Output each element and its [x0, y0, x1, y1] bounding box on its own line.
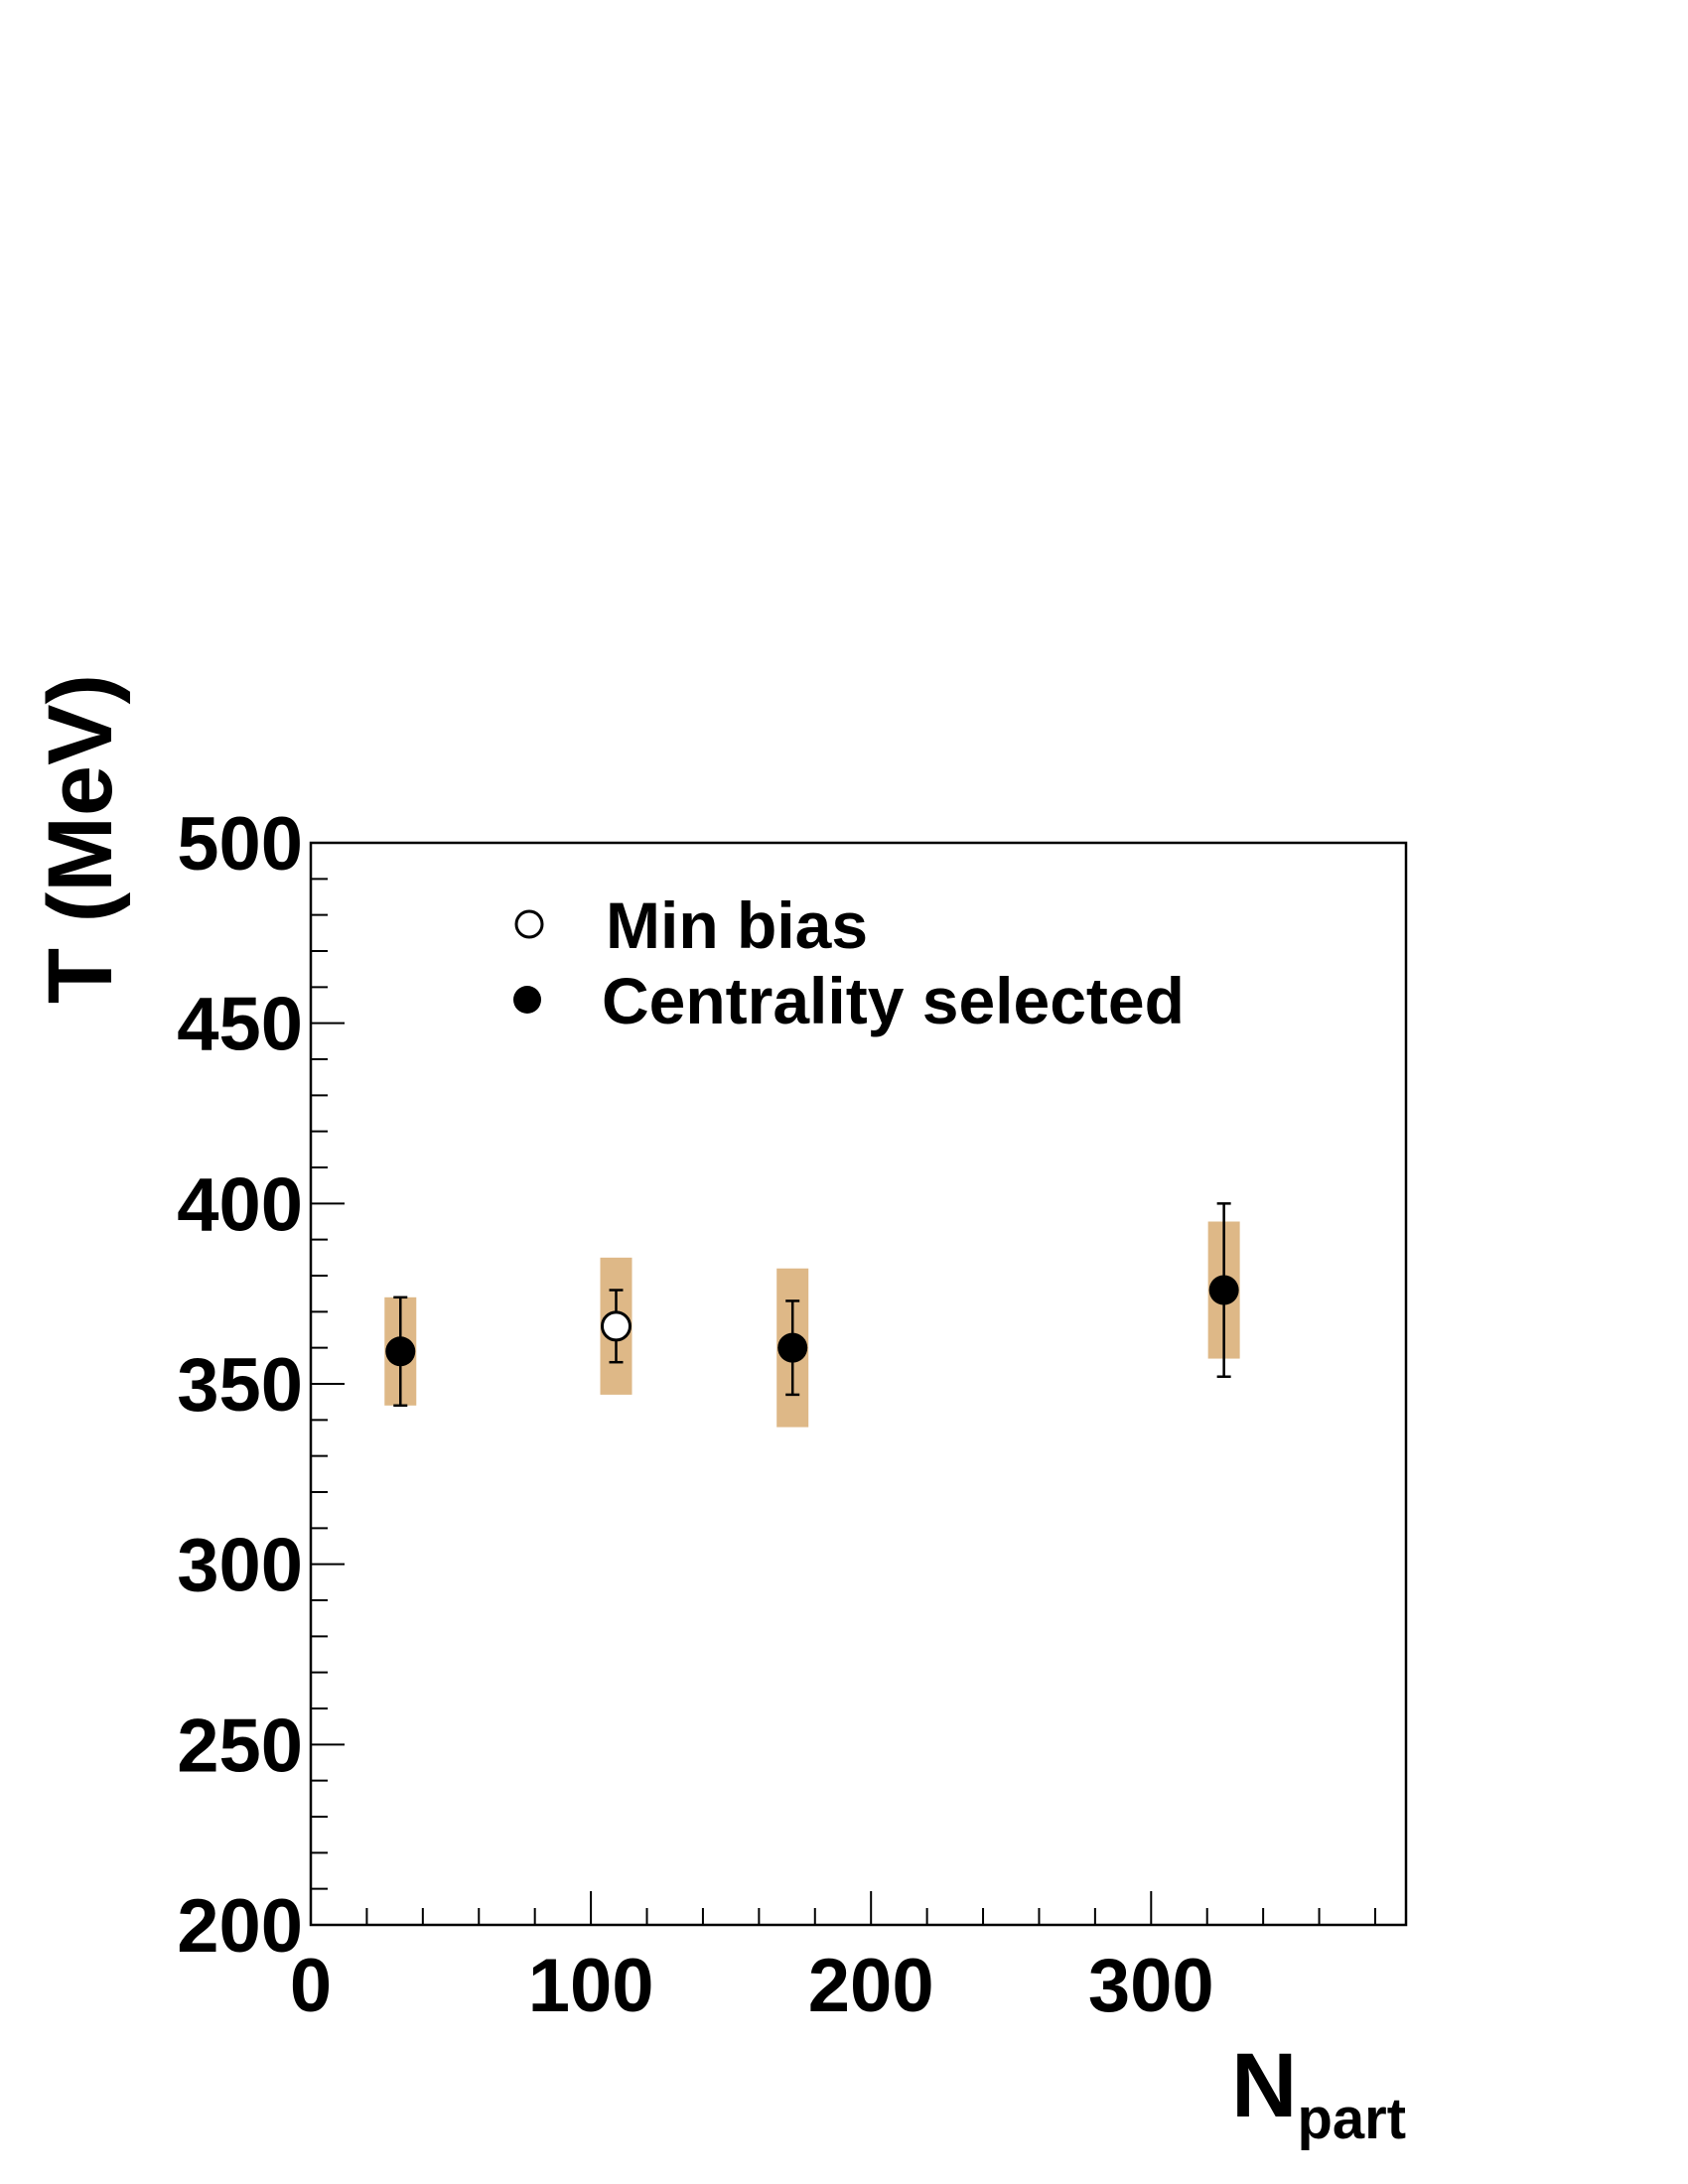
y-tick-label: 200	[177, 1884, 303, 1969]
y-tick-label: 500	[177, 802, 303, 887]
y-tick-label: 350	[177, 1343, 303, 1428]
y-tick-label: 400	[177, 1162, 303, 1247]
y-tick-label: 250	[177, 1704, 303, 1788]
x-axis-title-subscript: part	[1297, 2087, 1406, 2151]
x-tick-label: 100	[528, 1944, 654, 2028]
data-point-centrality-selected	[1208, 1275, 1239, 1305]
y-tick-label: 300	[177, 1524, 303, 1608]
data-point-centrality-selected	[777, 1332, 808, 1363]
y-axis-title: T (MeV)	[30, 674, 131, 1004]
legend: Min bias Centrality selected	[513, 888, 1185, 1037]
x-tick-label: 0	[290, 1944, 332, 2028]
x-tick-label: 300	[1088, 1944, 1214, 2028]
y-tick-label: 450	[177, 983, 303, 1067]
legend-label-min-bias: Min bias	[606, 888, 868, 962]
x-axis-title-main: N	[1231, 2035, 1297, 2136]
x-axis-title: Npart	[1231, 2035, 1406, 2151]
data-point-centrality-selected	[385, 1336, 416, 1367]
legend-marker-centrality-selected	[513, 986, 541, 1014]
data-point-min-bias	[600, 1310, 632, 1342]
x-tick-label: 200	[808, 1944, 934, 2028]
legend-label-centrality-selected: Centrality selected	[602, 964, 1185, 1037]
legend-marker-min-bias	[514, 909, 544, 939]
